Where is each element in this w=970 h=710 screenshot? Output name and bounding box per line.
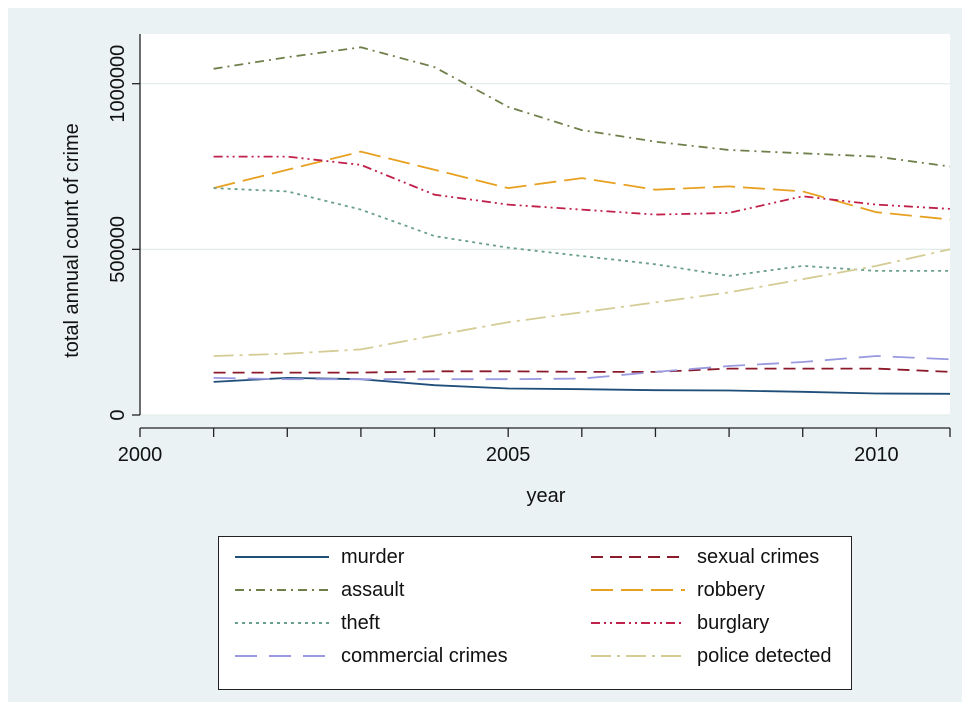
legend-label: theft: [341, 611, 380, 634]
legend-label: commercial crimes: [341, 644, 508, 667]
legend-item: sexual crimes: [591, 545, 819, 569]
x-tick-label: 2005: [486, 444, 531, 466]
y-tick-label: 1000000: [107, 45, 129, 123]
legend-item: murder: [235, 545, 404, 569]
legend-item: robbery: [591, 578, 765, 602]
series-line-assault: [213, 46, 951, 168]
legend-label: assault: [341, 578, 405, 601]
y-tick-label: 500000: [107, 216, 129, 283]
legend-label: robbery: [697, 578, 765, 601]
line-chart: 0 500000 1000000 2000 2005 2010 year total annu…: [61, 34, 951, 507]
x-tick-label: 2010: [854, 444, 899, 466]
legend-label: murder: [341, 545, 405, 568]
x-axis-title: year: [527, 485, 566, 507]
legend-item: burglary: [591, 611, 769, 635]
series-line-sexual-crimes: [213, 367, 951, 374]
legend-key: [235, 589, 329, 591]
chart-figure: 0 500000 1000000 2000 2005 2010 year total annu…: [8, 8, 962, 702]
legend-item: assault: [235, 578, 404, 602]
legend-item: police detected: [591, 644, 832, 668]
x-tick-label: 2000: [118, 444, 163, 466]
legend-key: [235, 556, 329, 558]
legend-key: [591, 655, 685, 657]
legend-key: [591, 622, 685, 624]
legend-label: sexual crimes: [697, 545, 820, 568]
legend-item: theft: [235, 611, 380, 635]
series-line-robbery: [213, 150, 951, 221]
series-line-commercial-crimes: [213, 355, 951, 381]
legend-label: police detected: [697, 644, 832, 667]
series-line-police-detected: [213, 248, 951, 357]
legend-key: [591, 589, 685, 591]
series-line-burglary: [213, 155, 951, 216]
legend-key: [591, 556, 685, 558]
legend-label: burglary: [697, 611, 770, 634]
plot-area: [140, 34, 950, 415]
y-tick-label: 0: [107, 409, 129, 420]
legend-key: [235, 655, 329, 657]
legend-key: [235, 622, 329, 624]
legend: murder sexual crimes assault robbery theft bu…: [218, 536, 852, 690]
y-axis-title: total annual count of crime: [61, 123, 83, 358]
series-line-theft: [213, 187, 950, 277]
legend-item: commercial crimes: [235, 644, 508, 668]
